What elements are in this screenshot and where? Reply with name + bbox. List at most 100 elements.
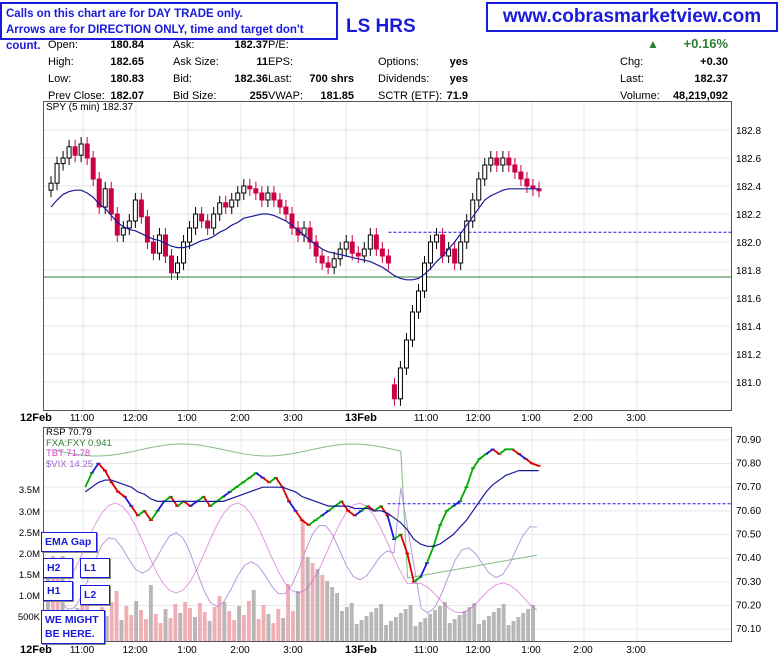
chg-value: +0.30 bbox=[700, 56, 728, 68]
volume-tick-label: 500K bbox=[18, 612, 41, 623]
candle-body bbox=[229, 199, 235, 208]
candle-body bbox=[162, 234, 168, 257]
candle-body bbox=[355, 252, 361, 257]
rsp-price-segment bbox=[432, 524, 442, 547]
candle-body bbox=[265, 192, 271, 201]
volume-bar bbox=[487, 616, 491, 641]
x-tick-label: 12:00 bbox=[122, 413, 147, 424]
candle-body bbox=[283, 206, 289, 215]
rsp-ema-line bbox=[84, 469, 539, 547]
candle-body bbox=[60, 157, 66, 165]
candle-body bbox=[319, 255, 325, 264]
volume-bar bbox=[207, 621, 212, 641]
volume-tick-label: 2.0M bbox=[19, 549, 40, 560]
website-banner[interactable]: www.cobrasmarketview.com bbox=[486, 2, 778, 32]
candle-body bbox=[391, 384, 397, 400]
volume-bar bbox=[320, 575, 325, 641]
rsp-price-segment bbox=[242, 476, 251, 484]
candle-body bbox=[464, 220, 470, 243]
candle-body bbox=[78, 143, 84, 156]
candle-body bbox=[409, 311, 415, 341]
candle-body bbox=[331, 258, 337, 268]
x-tick-label: 12Feb bbox=[20, 644, 52, 656]
candle-body bbox=[379, 248, 385, 257]
last-value: 182.37 bbox=[694, 73, 728, 85]
rsp-price-segment bbox=[110, 481, 119, 493]
volume-bar bbox=[354, 624, 359, 641]
rsp-price-segment bbox=[492, 448, 500, 455]
rsp-price-segment bbox=[137, 510, 145, 517]
volume-bar bbox=[349, 603, 354, 641]
we-might-line-2: BE HERE. bbox=[45, 628, 95, 640]
y-tick-label: 182.2 bbox=[736, 210, 761, 221]
candle-body bbox=[114, 213, 120, 236]
rsp-price-segment bbox=[84, 472, 93, 488]
volume-bar bbox=[389, 621, 393, 641]
rsp-price-segment bbox=[485, 448, 494, 455]
candle-body bbox=[277, 199, 283, 208]
candle-body bbox=[181, 241, 187, 264]
rsp-price-segment bbox=[452, 500, 461, 507]
high-label: High: bbox=[48, 56, 74, 68]
rsp-price-segment bbox=[150, 510, 159, 521]
volume-bar bbox=[148, 585, 153, 641]
candle-body bbox=[452, 248, 458, 264]
x-tick-label: 1:00 bbox=[521, 645, 541, 656]
bid-size-value: 255 bbox=[249, 90, 268, 102]
candle-body bbox=[120, 227, 126, 236]
volume-bar bbox=[295, 591, 300, 641]
x-tick-label: 12:00 bbox=[122, 645, 147, 656]
x-tick-label: 1:00 bbox=[177, 645, 197, 656]
low-value: 180.83 bbox=[110, 73, 144, 85]
candle-body bbox=[144, 216, 150, 243]
volume-bar bbox=[300, 521, 305, 641]
candle-body bbox=[524, 178, 530, 187]
volume-bar bbox=[291, 611, 295, 641]
rsp-price-segment bbox=[419, 562, 428, 578]
volume-bar bbox=[55, 571, 60, 641]
candle-body bbox=[397, 367, 403, 400]
candle-body bbox=[199, 213, 205, 222]
volume-bar bbox=[516, 617, 521, 641]
rsp-price-segment bbox=[413, 576, 421, 583]
rsp-price-segment bbox=[294, 510, 303, 521]
candle-body bbox=[307, 227, 313, 243]
volume-bar bbox=[477, 624, 482, 641]
candle-body bbox=[373, 234, 379, 250]
candle-body bbox=[403, 339, 409, 369]
volume-bar bbox=[344, 607, 349, 641]
sctr-label: SCTR (ETF): bbox=[378, 90, 443, 102]
volume-bar bbox=[139, 610, 143, 641]
candle-body bbox=[247, 185, 253, 190]
l1-label: L1 bbox=[80, 558, 110, 578]
candle-body bbox=[271, 192, 277, 201]
vix-line bbox=[53, 487, 537, 614]
rsp-price-segment bbox=[465, 467, 474, 488]
volume-bar bbox=[232, 620, 237, 641]
rsp-price-segment bbox=[479, 453, 487, 460]
volume-bar bbox=[452, 619, 457, 641]
notice-line-1: Calls on this chart are for DAY TRADE on… bbox=[6, 8, 243, 20]
x-tick-label: 11:00 bbox=[70, 645, 95, 656]
y-tick-label: 181.8 bbox=[736, 266, 761, 277]
volume-bar bbox=[467, 607, 472, 641]
volume-bar bbox=[482, 620, 486, 641]
x-tick-label: 1:00 bbox=[177, 413, 197, 424]
volume-bar bbox=[325, 581, 330, 641]
pe-label: P/E: bbox=[268, 39, 289, 51]
rsp-price-segment bbox=[209, 500, 218, 507]
candle-body bbox=[434, 234, 440, 243]
options-value: yes bbox=[449, 56, 468, 68]
ask-label: Ask: bbox=[173, 39, 195, 51]
rsp-price-segment bbox=[196, 495, 205, 503]
rsp-price-segment bbox=[525, 458, 533, 465]
y-tick-label: 70.40 bbox=[736, 553, 761, 564]
volume-bar bbox=[193, 617, 197, 641]
x-tick-label: 11:00 bbox=[414, 413, 439, 424]
volume-bar bbox=[408, 605, 413, 641]
candle-body bbox=[289, 213, 295, 229]
volume-bar bbox=[266, 614, 271, 641]
volume-bar bbox=[521, 613, 526, 641]
y-tick-label: 70.50 bbox=[736, 530, 761, 541]
volume-bar bbox=[340, 611, 344, 641]
